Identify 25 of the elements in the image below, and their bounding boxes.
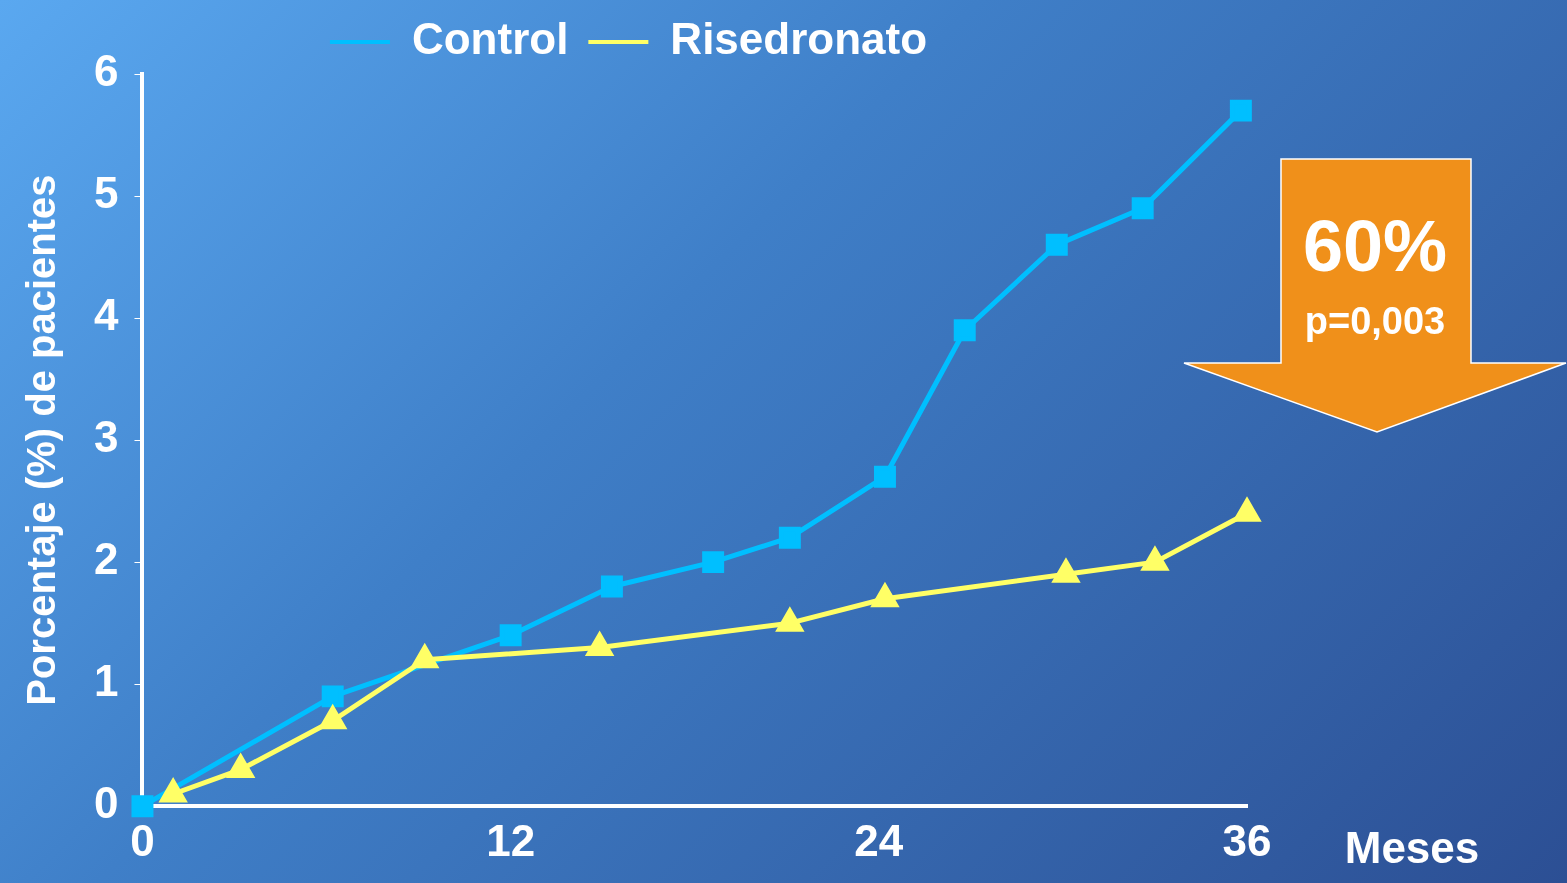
point <box>1229 99 1252 122</box>
point <box>1045 233 1068 256</box>
text: 60% <box>1301 205 1449 287</box>
y-tick-label: 4 <box>93 290 119 340</box>
point <box>1051 557 1081 583</box>
legend-label: Control <box>411 14 569 64</box>
point <box>1234 496 1262 522</box>
y-tick-label: 3 <box>93 412 119 462</box>
point <box>775 606 805 632</box>
y-tick-label: 6 <box>93 46 119 96</box>
x-tick-label: 24 <box>854 815 904 865</box>
y-tick-label: 5 <box>93 168 119 218</box>
point <box>1140 545 1170 571</box>
y-tick-label: 1 <box>93 656 119 706</box>
y-tick-label: 0 <box>93 778 119 828</box>
text: p=0,003 <box>1303 300 1447 343</box>
x-tick-label: 36 <box>1222 815 1272 865</box>
x-tick-label: 12 <box>486 815 536 865</box>
y-axis-title: Porcentaje (%) de pacientes <box>19 174 64 706</box>
point <box>953 319 976 342</box>
legend-label: Risedronato <box>670 14 928 64</box>
point <box>1131 197 1154 220</box>
y-tick-label: 2 <box>93 534 119 584</box>
x-tick-label: 0 <box>130 815 155 865</box>
x-axis-title: Meses <box>1344 823 1480 873</box>
